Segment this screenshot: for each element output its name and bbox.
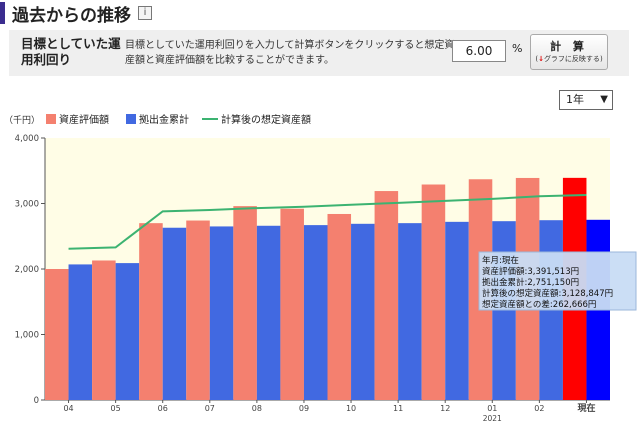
bar-cumulative	[68, 264, 93, 400]
period-select-value: 1年	[566, 93, 584, 106]
tooltip-line: 年月:現在	[482, 255, 519, 266]
legend-eval-swatch	[46, 114, 56, 124]
legend-expected-label: 計算後の想定資産額	[221, 113, 311, 126]
bar-eval	[45, 269, 69, 400]
title-accent-bar	[0, 2, 5, 24]
x-tick-label: 現在	[577, 402, 595, 414]
legend-cumulative-label: 拠出金累計	[139, 113, 189, 126]
x-tick-label: 07	[205, 404, 215, 413]
x-tick-label: 06	[158, 404, 168, 413]
bar-cumulative	[162, 227, 187, 400]
legend-eval-label: 資産評価額	[59, 113, 109, 126]
x-tick-label: 08	[252, 404, 262, 413]
calculate-button-sub: (↓グラフに反映する)	[535, 55, 603, 63]
target-yield-label: 目標としていた運用利回り	[21, 36, 121, 67]
chevron-down-icon: ▼	[600, 94, 608, 105]
bar-cumulative	[256, 225, 281, 400]
calculate-button-label: 計 算	[550, 40, 588, 53]
page-header: 過去からの推移 i	[0, 0, 640, 26]
bar-cumulative	[492, 221, 516, 400]
bar-cumulative	[398, 223, 422, 400]
bar-cumulative	[209, 226, 234, 400]
x-tick-label: 09	[299, 404, 309, 413]
page-title: 過去からの推移	[12, 6, 131, 26]
bar-cumulative	[351, 223, 375, 400]
calc-panel: 目標としていた運用利回り 目標としていた運用利回りを入力して計算ボタンをクリック…	[9, 30, 629, 76]
tooltip-line: 計算後の想定資産額:3,128,847円	[482, 288, 613, 299]
x-tick-label: 04	[63, 404, 73, 413]
unit-label: （千円）	[4, 115, 40, 126]
x-tick-label: 02	[534, 404, 544, 413]
bar-eval	[374, 191, 399, 400]
tooltip-line: 資産評価額:3,391,513円	[482, 266, 579, 277]
bar-cumulative	[445, 221, 469, 400]
tooltip-line: 拠出金累計:2,751,150円	[482, 277, 579, 288]
x-tick-label: 11	[393, 404, 403, 413]
tooltip-box	[478, 251, 637, 311]
bar-eval	[186, 220, 210, 400]
year-label: 2021	[483, 414, 502, 422]
y-tick-label: 2,000	[15, 265, 39, 275]
x-tick-label: 01	[487, 404, 497, 413]
legend-cumulative-swatch	[126, 114, 136, 124]
info-icon[interactable]: i	[138, 6, 152, 20]
y-tick-label: 0	[34, 396, 39, 406]
target-rate-input[interactable]: 6.00	[452, 40, 506, 62]
bar-cumulative	[115, 263, 140, 400]
calculate-button-sub-label: グラフに反映する	[543, 55, 600, 63]
rate-unit: %	[512, 42, 523, 55]
x-tick-label: 12	[440, 404, 450, 413]
y-tick-label: 3,000	[15, 200, 39, 210]
x-tick-label: 05	[111, 404, 121, 413]
calculate-button[interactable]: 計 算 (↓グラフに反映する)	[530, 34, 608, 70]
bar-eval	[421, 184, 446, 400]
x-tick-label: 10	[346, 404, 356, 413]
bar-eval	[280, 208, 304, 400]
period-select[interactable]: 1年 ▼	[559, 90, 613, 110]
y-tick-label: 4,000	[15, 134, 39, 144]
down-arrow-icon: ↓	[538, 55, 544, 63]
bar-eval	[327, 213, 352, 400]
bar-eval	[139, 223, 163, 400]
tooltip-line: 想定資産額との差:262,666円	[482, 299, 596, 310]
bar-cumulative	[303, 225, 328, 400]
y-tick-label: 1,000	[15, 331, 39, 341]
bar-eval	[92, 260, 116, 400]
calc-description: 目標としていた運用利回りを入力して計算ボタンをクリックすると想定資産額と資産評価…	[125, 40, 455, 66]
expected-asset-line	[68, 194, 587, 250]
bar-eval	[233, 206, 257, 400]
